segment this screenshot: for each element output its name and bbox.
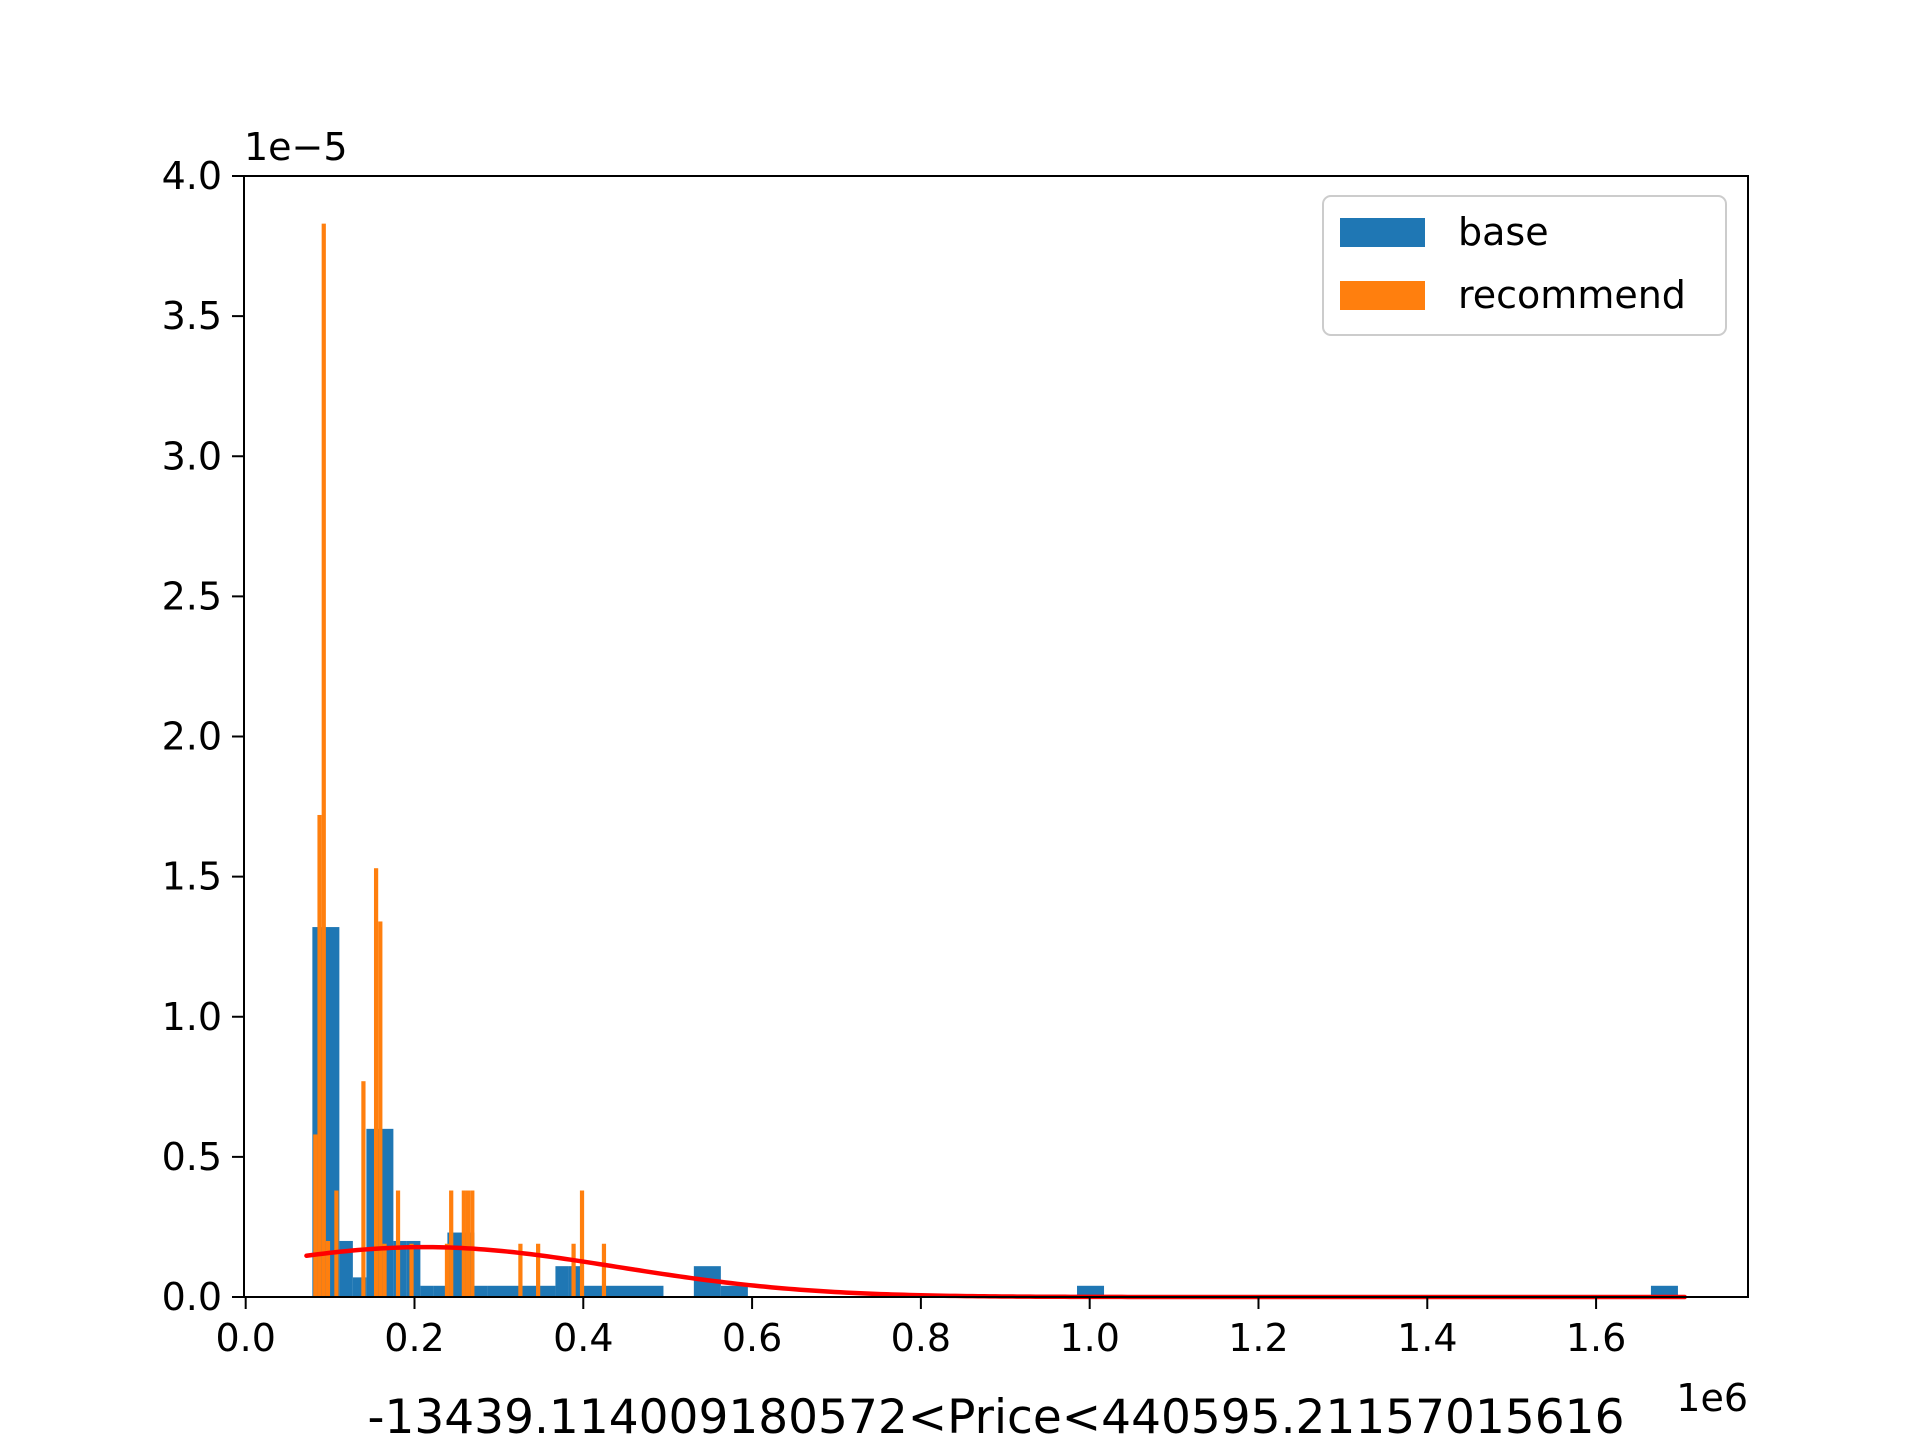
base-bar bbox=[420, 1285, 434, 1297]
recommend-bar bbox=[395, 1190, 401, 1297]
recommend-bar bbox=[317, 814, 322, 1297]
base-bar bbox=[720, 1285, 748, 1297]
legend: base recommend bbox=[1322, 195, 1727, 336]
recommend-bar bbox=[601, 1243, 607, 1297]
x-tick-label: 1.0 bbox=[1059, 1316, 1119, 1360]
recommend-bar bbox=[313, 1134, 318, 1297]
recommend-bar bbox=[470, 1190, 475, 1297]
x-tick-label: 0.8 bbox=[891, 1316, 951, 1360]
x-axis-ticks: 0.0 0.2 0.4 0.6 0.8 1.0 1.2 1.4 1.6 bbox=[215, 1297, 1626, 1360]
base-bar bbox=[433, 1285, 448, 1297]
base-bar bbox=[1650, 1285, 1678, 1297]
base-bar bbox=[555, 1266, 569, 1297]
x-tick-label: 0.6 bbox=[722, 1316, 782, 1360]
y-tick-label: 0.5 bbox=[162, 1135, 222, 1179]
recommend-bar bbox=[409, 1243, 414, 1297]
x-tick-label: 0.2 bbox=[384, 1316, 444, 1360]
y-offset-text: 1e−5 bbox=[244, 125, 348, 169]
y-tick-label: 0.0 bbox=[162, 1275, 222, 1319]
y-axis-ticks: 0.0 0.5 1.0 1.5 2.0 2.5 3.0 3.5 4.0 bbox=[162, 154, 244, 1319]
x-tick-label: 1.2 bbox=[1228, 1316, 1288, 1360]
recommend-bar bbox=[536, 1243, 541, 1297]
base-bar bbox=[1077, 1285, 1105, 1297]
recommend-bar bbox=[444, 1243, 450, 1297]
y-tick-label: 3.0 bbox=[162, 434, 222, 478]
legend-swatch-recommend bbox=[1340, 281, 1425, 310]
base-bar bbox=[582, 1285, 664, 1297]
x-axis-label: -13439.114009180572<Price<440595.2115701… bbox=[368, 1390, 1625, 1440]
recommend-bar bbox=[382, 1243, 387, 1297]
legend-swatch-base bbox=[1340, 218, 1425, 247]
recommend-bar bbox=[334, 1190, 339, 1297]
recommend-series-bars bbox=[313, 223, 607, 1297]
recommend-bar bbox=[321, 223, 326, 1297]
x-tick-label: 1.4 bbox=[1397, 1316, 1457, 1360]
y-tick-label: 1.0 bbox=[162, 995, 222, 1039]
legend-label-base: base bbox=[1458, 210, 1549, 254]
base-bar bbox=[474, 1285, 488, 1297]
recommend-bar bbox=[461, 1190, 466, 1297]
recommend-bar bbox=[378, 921, 383, 1297]
y-tick-label: 2.5 bbox=[162, 574, 222, 618]
recommend-bar bbox=[449, 1190, 454, 1297]
y-tick-label: 3.5 bbox=[162, 294, 222, 338]
x-tick-label: 0.0 bbox=[215, 1316, 275, 1360]
y-tick-label: 4.0 bbox=[162, 154, 222, 198]
y-tick-label: 2.0 bbox=[162, 715, 222, 759]
recommend-bar bbox=[518, 1243, 523, 1297]
base-bar bbox=[339, 1240, 353, 1297]
y-tick-label: 1.5 bbox=[162, 855, 222, 899]
recommend-bar bbox=[465, 1190, 471, 1297]
recommend-bar bbox=[579, 1190, 585, 1297]
plot-area bbox=[244, 176, 1748, 1297]
recommend-bar bbox=[325, 1240, 331, 1297]
x-tick-label: 0.4 bbox=[553, 1316, 613, 1360]
recommend-bar bbox=[571, 1243, 576, 1297]
recommend-bar bbox=[361, 1081, 366, 1297]
legend-label-recommend: recommend bbox=[1458, 273, 1686, 317]
x-offset-text: 1e6 bbox=[1676, 1376, 1748, 1420]
x-tick-label: 1.6 bbox=[1566, 1316, 1626, 1360]
recommend-bar bbox=[373, 868, 379, 1297]
